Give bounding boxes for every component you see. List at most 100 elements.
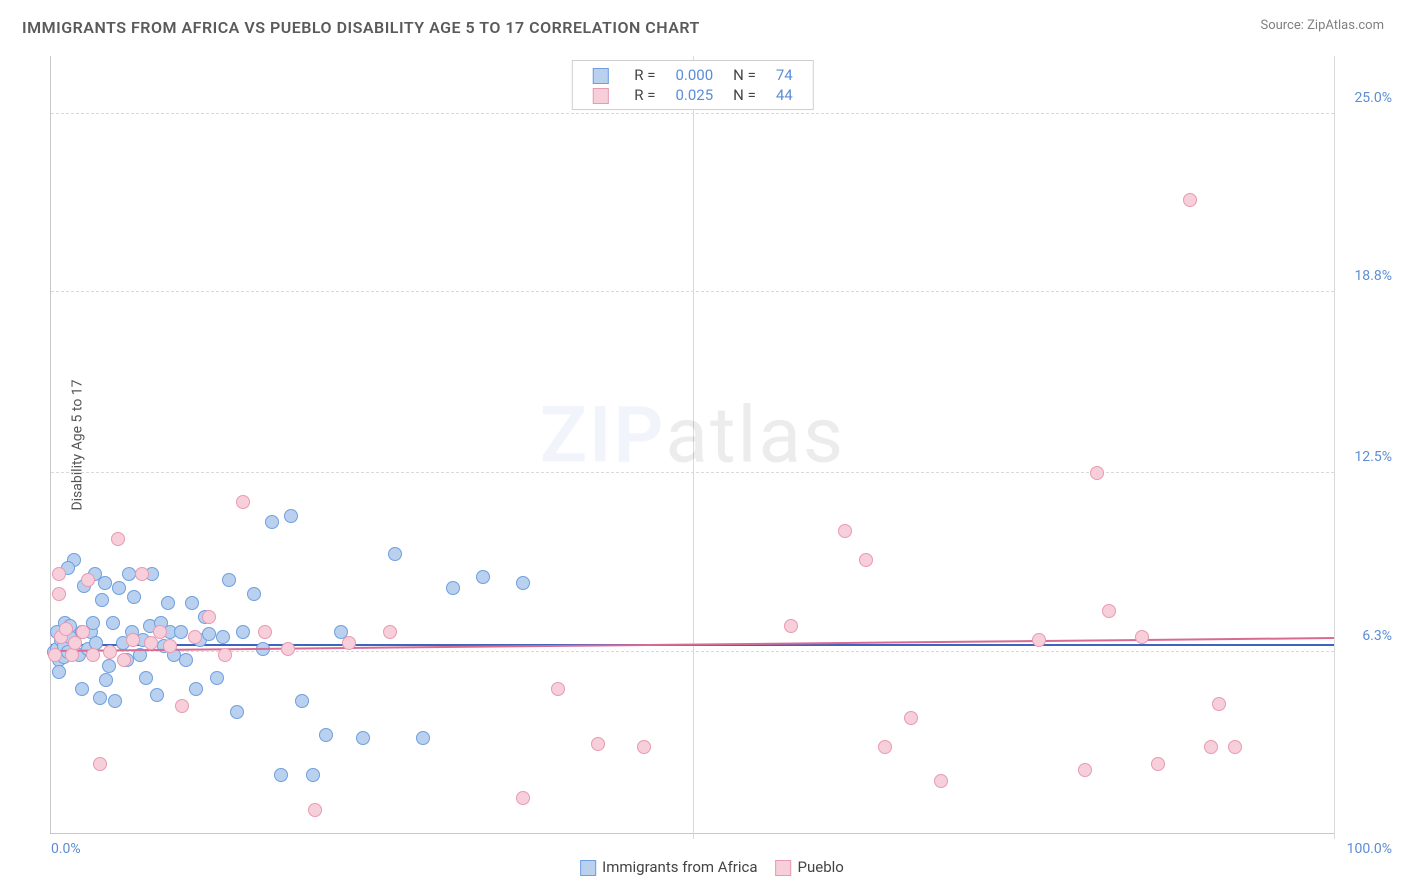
data-point-africa	[93, 691, 107, 705]
data-point-pueblo	[86, 648, 100, 662]
data-point-pueblo	[838, 524, 852, 538]
data-point-africa	[416, 731, 430, 745]
data-point-africa	[108, 694, 122, 708]
data-point-pueblo	[281, 642, 295, 656]
data-point-pueblo	[202, 610, 216, 624]
legend-stat-row-africa: R =0.000N =74	[582, 65, 802, 85]
gridline-v	[1334, 56, 1335, 839]
data-point-africa	[274, 768, 288, 782]
data-point-pueblo	[153, 625, 167, 639]
legend-swatch-pueblo	[776, 860, 792, 876]
data-point-pueblo	[1151, 757, 1165, 771]
data-point-pueblo	[163, 639, 177, 653]
data-point-africa	[106, 616, 120, 630]
data-point-africa	[284, 509, 298, 523]
data-point-pueblo	[117, 653, 131, 667]
data-point-pueblo	[81, 573, 95, 587]
x-axis-min-label: 0.0%	[51, 841, 81, 857]
data-point-africa	[139, 671, 153, 685]
data-point-africa	[112, 581, 126, 595]
data-point-pueblo	[1032, 633, 1046, 647]
legend-label-pueblo: Pueblo	[798, 858, 844, 876]
data-point-pueblo	[93, 757, 107, 771]
data-point-pueblo	[258, 625, 272, 639]
data-point-africa	[95, 593, 109, 607]
data-point-africa	[230, 705, 244, 719]
data-point-africa	[295, 694, 309, 708]
data-point-africa	[161, 596, 175, 610]
data-point-africa	[446, 581, 460, 595]
data-point-africa	[216, 630, 230, 644]
data-point-pueblo	[1212, 697, 1226, 711]
data-point-pueblo	[236, 495, 250, 509]
y-tick-label: 12.5%	[1354, 449, 1392, 465]
data-point-pueblo	[551, 682, 565, 696]
gridline-v	[693, 56, 694, 839]
y-tick-label: 6.3%	[1362, 628, 1392, 644]
data-point-africa	[185, 596, 199, 610]
data-point-africa	[99, 673, 113, 687]
data-point-pueblo	[1183, 193, 1197, 207]
data-point-africa	[52, 665, 66, 679]
data-point-pueblo	[175, 699, 189, 713]
data-point-africa	[210, 671, 224, 685]
data-point-africa	[189, 682, 203, 696]
data-point-africa	[356, 731, 370, 745]
data-point-pueblo	[904, 711, 918, 725]
data-point-africa	[202, 627, 216, 641]
data-point-africa	[388, 547, 402, 561]
data-point-pueblo	[591, 737, 605, 751]
data-point-africa	[150, 688, 164, 702]
data-point-pueblo	[516, 791, 530, 805]
data-point-africa	[222, 573, 236, 587]
data-point-pueblo	[859, 553, 873, 567]
source-attribution: Source: ZipAtlas.com	[1260, 18, 1384, 33]
data-point-africa	[179, 653, 193, 667]
data-point-africa	[127, 590, 141, 604]
data-point-pueblo	[1228, 740, 1242, 754]
data-point-pueblo	[934, 774, 948, 788]
plot-area: ZIPatlas R =0.000N =74R =0.025N =44 0.0%…	[50, 56, 1334, 834]
data-point-pueblo	[111, 532, 125, 546]
data-point-pueblo	[135, 567, 149, 581]
data-point-africa	[476, 570, 490, 584]
data-point-pueblo	[52, 587, 66, 601]
data-point-pueblo	[784, 619, 798, 633]
data-point-pueblo	[59, 622, 73, 636]
data-point-pueblo	[342, 636, 356, 650]
data-point-pueblo	[878, 740, 892, 754]
source-link[interactable]: ZipAtlas.com	[1307, 18, 1384, 33]
data-point-pueblo	[144, 636, 158, 650]
data-point-africa	[247, 587, 261, 601]
data-point-africa	[319, 728, 333, 742]
data-point-pueblo	[218, 648, 232, 662]
y-tick-label: 18.8%	[1354, 268, 1392, 284]
data-point-africa	[102, 659, 116, 673]
data-point-pueblo	[308, 803, 322, 817]
data-point-pueblo	[1135, 630, 1149, 644]
data-point-pueblo	[1204, 740, 1218, 754]
data-point-pueblo	[637, 740, 651, 754]
data-point-pueblo	[103, 645, 117, 659]
data-point-africa	[174, 625, 188, 639]
x-axis-max-label: 100.0%	[1347, 841, 1392, 857]
data-point-pueblo	[126, 633, 140, 647]
legend-swatch-africa	[580, 860, 596, 876]
data-point-pueblo	[1078, 763, 1092, 777]
data-point-pueblo	[76, 625, 90, 639]
data-point-pueblo	[48, 648, 62, 662]
data-point-pueblo	[52, 567, 66, 581]
data-point-africa	[98, 576, 112, 590]
data-point-africa	[75, 682, 89, 696]
legend-series: Immigrants from Africa Pueblo	[562, 858, 844, 876]
data-point-africa	[516, 576, 530, 590]
data-point-africa	[236, 625, 250, 639]
legend-label-africa: Immigrants from Africa	[602, 858, 757, 876]
chart-title: IMMIGRANTS FROM AFRICA VS PUEBLO DISABIL…	[22, 18, 700, 37]
data-point-pueblo	[188, 630, 202, 644]
data-point-pueblo	[1090, 466, 1104, 480]
legend-stat-row-pueblo: R =0.025N =44	[582, 85, 802, 105]
legend-stats: R =0.000N =74R =0.025N =44	[571, 60, 813, 110]
data-point-pueblo	[1102, 604, 1116, 618]
data-point-africa	[265, 515, 279, 529]
